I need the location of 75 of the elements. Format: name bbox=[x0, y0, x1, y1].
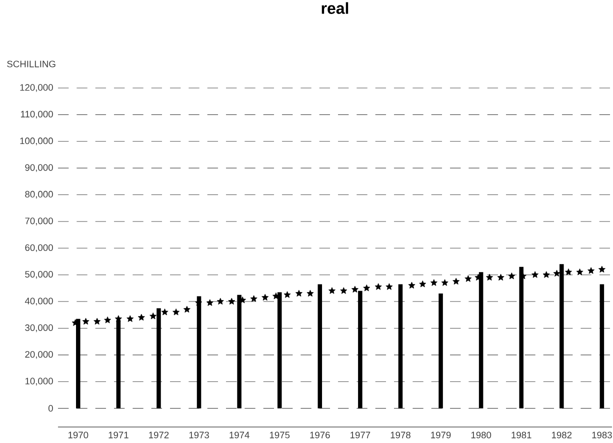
y-tick-label: 120,000 bbox=[20, 84, 53, 92]
y-tick-label: 90,000 bbox=[25, 164, 53, 172]
point bbox=[419, 280, 426, 288]
x-tick-label: 1981 bbox=[512, 432, 532, 438]
x-tick-label: 1982 bbox=[552, 432, 572, 438]
x-tick-label: 1974 bbox=[230, 432, 250, 438]
bar bbox=[600, 284, 604, 408]
x-tick-label: 1975 bbox=[270, 432, 290, 438]
y-axis-title: SCHILLING bbox=[7, 60, 56, 68]
y-tick-label: 110,000 bbox=[20, 110, 53, 119]
point bbox=[295, 290, 302, 297]
chart-title: real bbox=[322, 2, 348, 14]
point bbox=[161, 308, 168, 316]
point bbox=[363, 284, 370, 292]
point bbox=[598, 266, 606, 273]
x-tick-label: 1978 bbox=[390, 432, 410, 438]
point bbox=[284, 291, 291, 298]
point bbox=[82, 318, 90, 325]
point bbox=[183, 306, 190, 313]
point bbox=[206, 299, 214, 306]
point bbox=[588, 267, 595, 274]
x-tick-label: 1973 bbox=[189, 432, 209, 438]
point bbox=[138, 314, 145, 321]
x-tick-label: 1972 bbox=[149, 432, 169, 438]
y-tick-label: 70,000 bbox=[25, 218, 53, 226]
point bbox=[542, 271, 550, 278]
point bbox=[486, 274, 494, 281]
x-tick-label: 1980 bbox=[471, 432, 492, 438]
x-tick-label: 1977 bbox=[350, 432, 370, 438]
bar bbox=[438, 294, 443, 408]
point bbox=[306, 290, 314, 297]
point bbox=[497, 274, 504, 281]
point bbox=[508, 272, 516, 280]
bar bbox=[318, 284, 322, 408]
point bbox=[228, 298, 236, 305]
point bbox=[351, 286, 358, 293]
bar bbox=[196, 296, 202, 408]
point bbox=[94, 318, 101, 325]
x-tick-label: 1971 bbox=[108, 432, 128, 438]
point bbox=[464, 275, 472, 282]
point bbox=[452, 278, 460, 285]
y-tick-label: 30,000 bbox=[25, 324, 53, 332]
point bbox=[104, 316, 112, 324]
point bbox=[408, 282, 416, 289]
point bbox=[441, 279, 448, 286]
y-tick-label: 10,000 bbox=[25, 378, 53, 386]
point bbox=[126, 315, 134, 322]
x-tick-label: 1970 bbox=[68, 432, 88, 438]
bar bbox=[398, 284, 403, 408]
x-tick-label: 1976 bbox=[310, 432, 330, 438]
y-tick-label: 0 bbox=[48, 405, 53, 412]
x-tick-label: 1979 bbox=[431, 432, 451, 438]
point bbox=[374, 283, 382, 290]
y-tick-label: 50,000 bbox=[25, 271, 53, 279]
y-tick-label: 20,000 bbox=[25, 351, 53, 359]
point bbox=[216, 298, 224, 305]
point bbox=[262, 294, 269, 301]
y-tick-label: 100,000 bbox=[20, 138, 53, 146]
y-tick-label: 80,000 bbox=[25, 190, 53, 199]
point bbox=[386, 283, 393, 290]
y-tick-label: 60,000 bbox=[25, 244, 53, 252]
point bbox=[576, 268, 584, 276]
point bbox=[150, 312, 157, 320]
point bbox=[340, 287, 348, 294]
point bbox=[564, 268, 572, 276]
x-tick-label: 1983 bbox=[592, 432, 612, 438]
point bbox=[250, 295, 258, 302]
bar bbox=[519, 266, 524, 408]
point bbox=[328, 287, 336, 294]
point bbox=[430, 279, 438, 286]
point bbox=[172, 308, 180, 316]
point bbox=[553, 270, 560, 277]
point bbox=[532, 271, 539, 278]
y-tick-label: 40,000 bbox=[24, 298, 53, 306]
point bbox=[114, 315, 122, 322]
